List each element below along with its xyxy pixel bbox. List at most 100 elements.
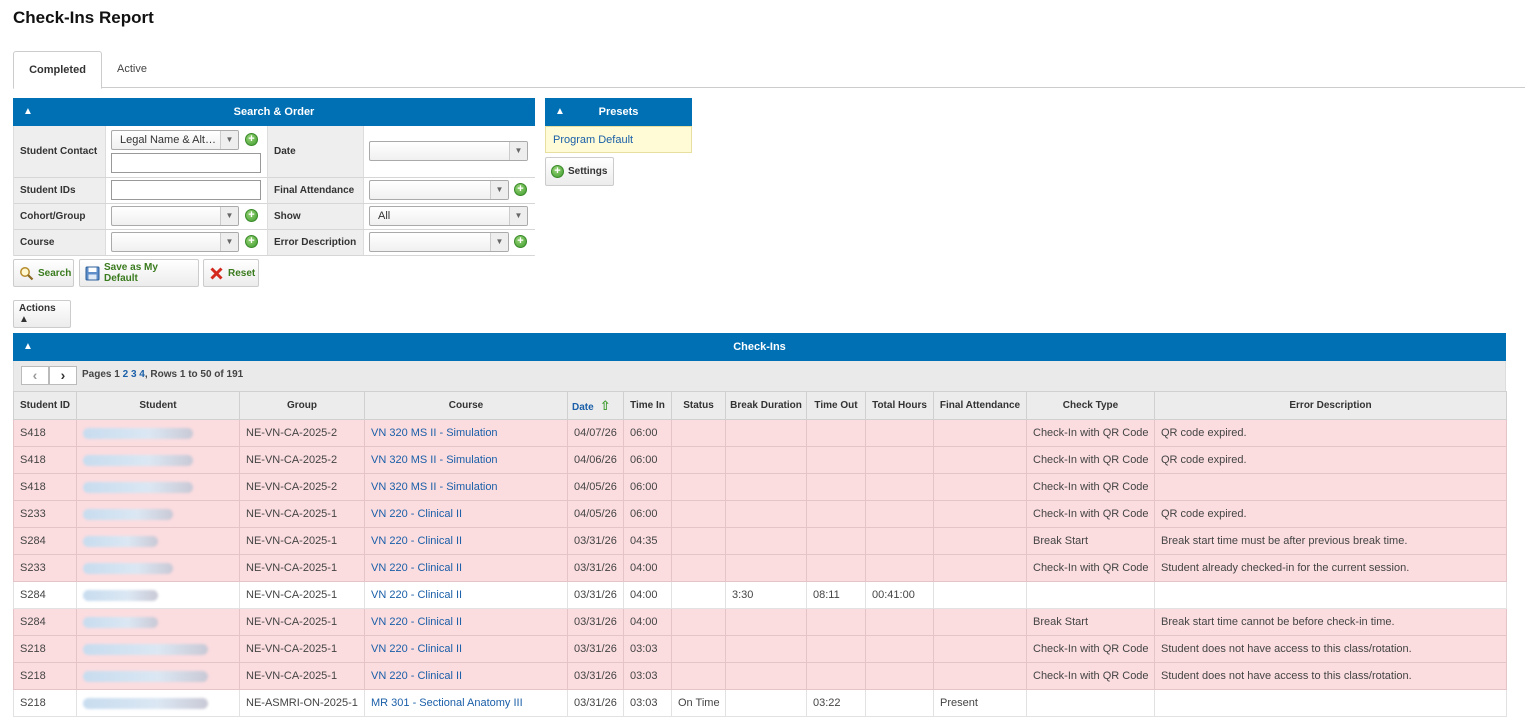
add-error-description-icon[interactable]: + xyxy=(514,235,527,248)
redacted-student-name[interactable] xyxy=(83,670,208,682)
table-row[interactable]: S284 NE-VN-CA-2025-1 VN 220 - Clinical II 0… xyxy=(13,608,1507,636)
cell-student[interactable] xyxy=(76,635,240,663)
cell-course-link[interactable]: VN 320 MS II - Simulation xyxy=(371,481,498,493)
cell-course[interactable]: MR 301 - Sectional Anatomy III xyxy=(364,689,568,717)
cell-course[interactable]: VN 220 - Clinical II xyxy=(364,581,568,609)
column-header-final-attendance[interactable]: Final Attendance xyxy=(933,391,1027,420)
cell-student[interactable] xyxy=(76,581,240,609)
cell-course-link[interactable]: VN 220 - Clinical II xyxy=(371,508,463,520)
column-header-check-type[interactable]: Check Type xyxy=(1026,391,1155,420)
page-4-link[interactable]: 4 xyxy=(139,369,145,380)
tab-completed[interactable]: Completed xyxy=(13,51,102,89)
table-row[interactable]: S284 NE-VN-CA-2025-1 VN 220 - Clinical II 0… xyxy=(13,527,1507,555)
tab-active[interactable]: Active xyxy=(117,63,147,75)
search-button[interactable]: Search xyxy=(13,259,74,287)
presets-header[interactable]: ▲ Presets xyxy=(545,98,692,126)
show-select[interactable]: All ▼ xyxy=(369,206,528,226)
cell-course-link[interactable]: VN 220 - Clinical II xyxy=(371,616,463,628)
table-row[interactable]: S233 NE-VN-CA-2025-1 VN 220 - Clinical II 0… xyxy=(13,500,1507,528)
student-contact-select[interactable]: Legal Name & Alt… ▼ xyxy=(111,130,239,150)
redacted-student-name[interactable] xyxy=(83,697,208,709)
cell-course-link[interactable]: VN 220 - Clinical II xyxy=(371,562,463,574)
table-row[interactable]: S233 NE-VN-CA-2025-1 VN 220 - Clinical II 0… xyxy=(13,554,1507,582)
course-select[interactable]: ▼ xyxy=(111,232,239,252)
prev-page-button[interactable]: ‹ xyxy=(21,366,49,385)
redacted-student-name[interactable] xyxy=(83,535,158,547)
cell-course-link[interactable]: VN 320 MS II - Simulation xyxy=(371,454,498,466)
checkins-header[interactable]: ▲ Check-Ins xyxy=(13,333,1506,361)
search-order-header[interactable]: ▲ Search & Order xyxy=(13,98,535,126)
save-default-button[interactable]: Save as My Default xyxy=(79,259,199,287)
redacted-student-name[interactable] xyxy=(83,643,208,655)
cell-course-link[interactable]: VN 220 - Clinical II xyxy=(371,535,463,547)
redacted-student-name[interactable] xyxy=(83,427,193,439)
cell-course-link[interactable]: VN 220 - Clinical II xyxy=(371,670,463,682)
table-row[interactable]: S418 NE-VN-CA-2025-2 VN 320 MS II - Simula… xyxy=(13,446,1507,474)
column-header-break-duration[interactable]: Break Duration xyxy=(725,391,807,420)
reset-button[interactable]: Reset xyxy=(203,259,259,287)
cell-course[interactable]: VN 220 - Clinical II xyxy=(364,635,568,663)
redacted-student-name[interactable] xyxy=(83,481,193,493)
preset-program-default[interactable]: Program Default xyxy=(545,126,692,153)
table-row[interactable]: S218 NE-VN-CA-2025-1 VN 220 - Clinical II 0… xyxy=(13,662,1507,690)
collapse-chevron-icon[interactable]: ▲ xyxy=(23,341,33,352)
column-header-status[interactable]: Status xyxy=(671,391,726,420)
column-header-group[interactable]: Group xyxy=(239,391,365,420)
cell-course[interactable]: VN 220 - Clinical II xyxy=(364,527,568,555)
cell-student[interactable] xyxy=(76,419,240,447)
redacted-student-name[interactable] xyxy=(83,508,173,520)
page-2-link[interactable]: 2 xyxy=(122,369,129,380)
student-contact-input[interactable] xyxy=(111,153,261,173)
column-header-time-out[interactable]: Time Out xyxy=(806,391,866,420)
table-row[interactable]: S284 NE-VN-CA-2025-1 VN 220 - Clinical II 0… xyxy=(13,581,1507,609)
cell-course-link[interactable]: VN 220 - Clinical II xyxy=(371,643,463,655)
page-3-link[interactable]: 3 xyxy=(130,369,137,380)
column-header-student[interactable]: Student xyxy=(76,391,240,420)
final-attendance-select[interactable]: ▼ xyxy=(369,180,509,200)
cell-student[interactable] xyxy=(76,689,240,717)
cell-course[interactable]: VN 320 MS II - Simulation xyxy=(364,473,568,501)
column-header-error-description[interactable]: Error Description xyxy=(1154,391,1507,420)
redacted-student-name[interactable] xyxy=(83,562,173,574)
add-student-contact-icon[interactable]: + xyxy=(245,133,258,146)
cohort-group-select[interactable]: ▼ xyxy=(111,206,239,226)
cell-course[interactable]: VN 320 MS II - Simulation xyxy=(364,419,568,447)
date-select[interactable]: ▼ xyxy=(369,141,528,161)
add-final-attendance-icon[interactable]: + xyxy=(514,183,527,196)
column-header-course[interactable]: Course xyxy=(364,391,568,420)
add-cohort-group-icon[interactable]: + xyxy=(245,209,258,222)
collapse-chevron-icon[interactable]: ▲ xyxy=(555,106,565,117)
column-header-date[interactable]: Date ⇧ xyxy=(567,391,624,420)
cell-student[interactable] xyxy=(76,446,240,474)
student-ids-input[interactable] xyxy=(111,180,261,200)
cell-course[interactable]: VN 320 MS II - Simulation xyxy=(364,446,568,474)
error-description-select[interactable]: ▼ xyxy=(369,232,509,252)
cell-student[interactable] xyxy=(76,527,240,555)
add-course-icon[interactable]: + xyxy=(245,235,258,248)
cell-course[interactable]: VN 220 - Clinical II xyxy=(364,662,568,690)
cell-student[interactable] xyxy=(76,500,240,528)
cell-course[interactable]: VN 220 - Clinical II xyxy=(364,554,568,582)
cell-course[interactable]: VN 220 - Clinical II xyxy=(364,608,568,636)
cell-course[interactable]: VN 220 - Clinical II xyxy=(364,500,568,528)
column-header-time-in[interactable]: Time In xyxy=(623,391,672,420)
redacted-student-name[interactable] xyxy=(83,616,158,628)
column-header-total-hours[interactable]: Total Hours xyxy=(865,391,934,420)
column-header-student-id[interactable]: Student ID xyxy=(13,391,77,420)
cell-course-link[interactable]: VN 220 - Clinical II xyxy=(371,589,463,601)
cell-course-link[interactable]: VN 320 MS II - Simulation xyxy=(371,427,498,439)
next-page-button[interactable]: › xyxy=(49,366,77,385)
cell-student[interactable] xyxy=(76,662,240,690)
table-row[interactable]: S418 NE-VN-CA-2025-2 VN 320 MS II - Simula… xyxy=(13,419,1507,447)
redacted-student-name[interactable] xyxy=(83,589,158,601)
cell-student[interactable] xyxy=(76,608,240,636)
collapse-chevron-icon[interactable]: ▲ xyxy=(23,106,33,117)
cell-course-link[interactable]: MR 301 - Sectional Anatomy III xyxy=(371,697,523,709)
cell-student[interactable] xyxy=(76,554,240,582)
table-row[interactable]: S218 NE-ASMRI-ON-2025-1 MR 301 - Sectional… xyxy=(13,689,1507,717)
table-row[interactable]: S218 NE-VN-CA-2025-1 VN 220 - Clinical II 0… xyxy=(13,635,1507,663)
table-row[interactable]: S418 NE-VN-CA-2025-2 VN 320 MS II - Simula… xyxy=(13,473,1507,501)
cell-student[interactable] xyxy=(76,473,240,501)
actions-menu-button[interactable]: Actions ▲ xyxy=(13,300,71,328)
settings-button[interactable]: + Settings xyxy=(545,157,614,186)
